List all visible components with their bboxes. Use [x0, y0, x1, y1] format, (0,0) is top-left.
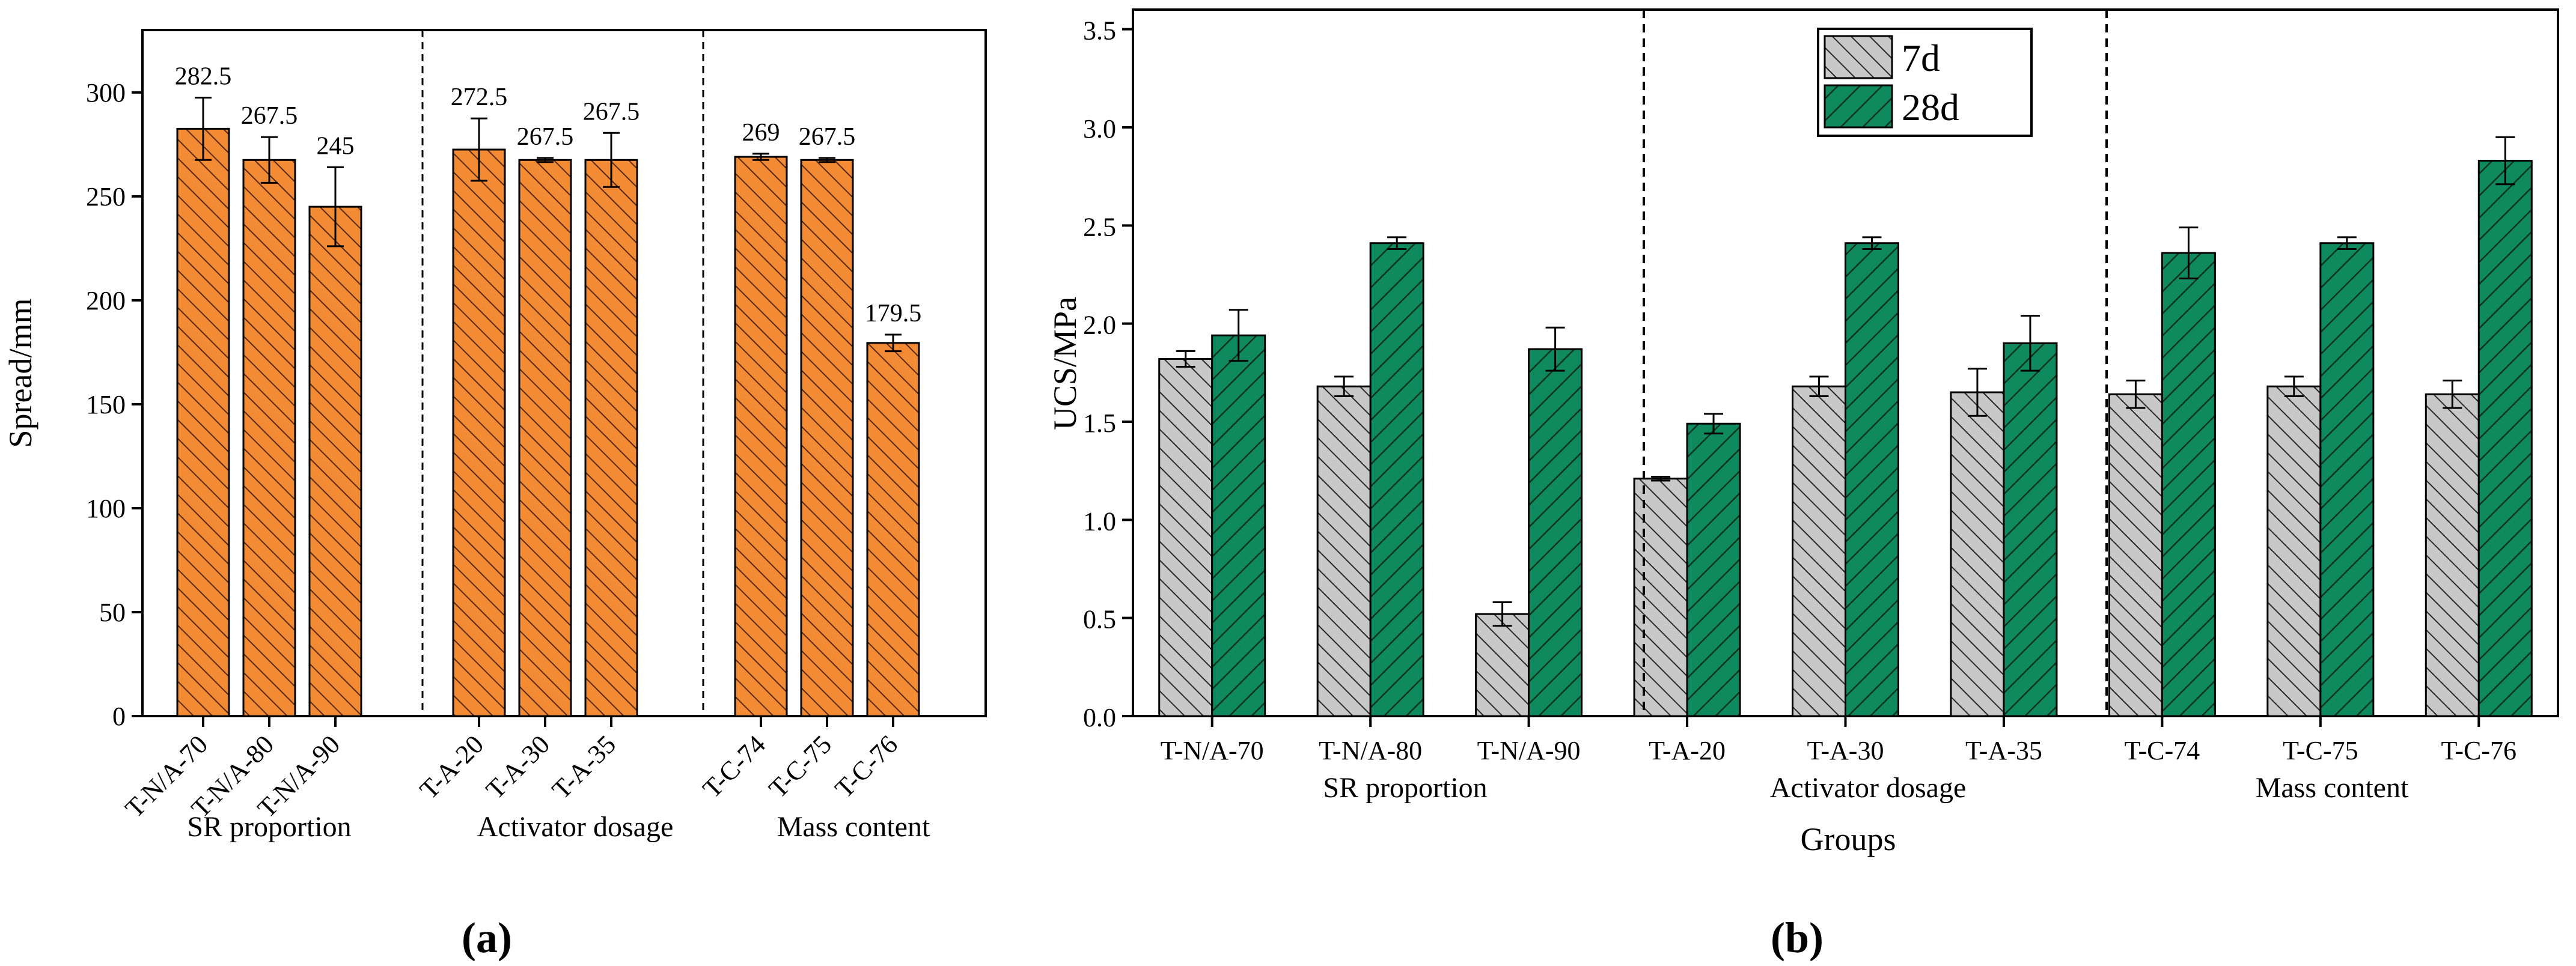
- y-tick-label: 3.0: [1083, 114, 1116, 144]
- panel-a-y-axis: 0 50 100 150 200 250 300: [86, 78, 142, 731]
- x-tick-label: T-A-30: [1807, 736, 1884, 765]
- panel-b-y-axis: 0.0 0.5 1.0 1.5 2.0 2.5 3.0 3.5: [1083, 16, 1133, 732]
- y-tick-label: 1.0: [1083, 506, 1116, 536]
- bar-7d: [2425, 393, 2480, 717]
- panel-b-x-axis-title: Groups: [1801, 821, 1896, 857]
- data-label: 267.5: [517, 123, 574, 151]
- legend: 7d 28d: [1817, 28, 2033, 137]
- panel-b-bars: [1158, 136, 2533, 717]
- bar-28d: [2319, 242, 2375, 717]
- y-tick-label: 0.5: [1083, 605, 1116, 634]
- legend-swatch-28d: [1824, 84, 1893, 129]
- bar: [242, 159, 296, 717]
- x-tick-label: T-A-35: [1965, 736, 2042, 765]
- x-tick-label: T-C-74: [697, 729, 771, 803]
- data-label: 267.5: [583, 98, 640, 126]
- legend-label-28d: 28d: [1902, 86, 1959, 129]
- data-label: 272.5: [451, 84, 508, 111]
- x-tick-label: T-N/A-90: [1477, 736, 1581, 765]
- legend-label-7d: 7d: [1902, 37, 1940, 79]
- panel-a-x-axis: T-N/A-70T-N/A-80T-N/A-90 T-A-20T-A-30T-A-…: [120, 716, 903, 824]
- panel-a-bars: [176, 96, 920, 717]
- x-tick-label: T-N/A-70: [1161, 736, 1264, 765]
- bar-28d: [2161, 252, 2216, 717]
- panel-a-data-labels: 282.5 267.5 245 272.5 267.5 267.5 269 267.5 179.…: [175, 62, 922, 327]
- x-tick-label: T-A-20: [414, 729, 489, 804]
- x-tick-label: T-C-75: [2283, 736, 2358, 765]
- data-label: 269: [742, 119, 780, 147]
- panel-a-y-axis-title: Spread/mm: [2, 299, 38, 448]
- y-tick-label: 150: [86, 390, 126, 419]
- data-label: 245: [317, 132, 355, 160]
- bar-7d: [1158, 357, 1213, 717]
- panel-b-group-label: Mass content: [2256, 772, 2409, 804]
- y-tick-label: 0.0: [1083, 703, 1116, 732]
- x-tick-label: T-C-76: [2441, 736, 2517, 765]
- panel-b-group-label: SR proportion: [1323, 772, 1487, 804]
- y-tick-label: 50: [99, 598, 126, 627]
- data-label: 282.5: [175, 62, 232, 90]
- bar: [176, 127, 230, 717]
- y-tick-label: 0: [112, 702, 126, 731]
- bar-28d: [1845, 242, 1899, 717]
- panel-b-label: (b): [1771, 914, 1824, 962]
- y-tick-label: 3.5: [1083, 16, 1116, 46]
- panel-a-chart: 0 50 100 150 200 250 300 T-N/A-70T-N/A-80T-N/A…: [2, 29, 987, 962]
- bar-7d: [1792, 385, 1846, 717]
- bar-28d: [2477, 160, 2533, 717]
- bar-7d: [1475, 613, 1530, 717]
- bar: [734, 156, 788, 717]
- bar-7d: [1316, 385, 1372, 717]
- panel-b-x-axis: T-N/A-70 T-N/A-80 T-N/A-90 T-A-20 T-A-30 T-A-…: [1161, 716, 2516, 765]
- y-tick-label: 2.5: [1083, 212, 1116, 242]
- y-tick-label: 300: [86, 78, 126, 108]
- bar-7d: [2266, 385, 2322, 717]
- data-label: 267.5: [799, 123, 856, 151]
- panel-b-chart: 0.0 0.5 1.0 1.5 2.0 2.5 3.0 3.5 T-N/A-70 T-N/A-8…: [1047, 8, 2559, 962]
- bar: [584, 159, 638, 717]
- x-tick-label: T-C-74: [2125, 736, 2200, 765]
- bar-7d: [1633, 478, 1688, 717]
- bar-28d: [1686, 422, 1741, 717]
- bar-28d: [1369, 242, 1424, 717]
- bar: [800, 159, 854, 717]
- bar-28d: [1528, 348, 1583, 717]
- bar-7d: [1950, 391, 2005, 717]
- bar-28d: [1211, 334, 1266, 717]
- panel-a-label: (a): [462, 914, 512, 962]
- bar-7d: [2108, 393, 2163, 717]
- panel-a-group-label: Mass content: [777, 811, 930, 843]
- bar: [452, 148, 506, 717]
- y-tick-label: 2.0: [1083, 311, 1116, 340]
- y-tick-label: 200: [86, 286, 126, 315]
- data-label: 179.5: [865, 300, 922, 327]
- panel-b-group-label: Activator dosage: [1770, 772, 1967, 804]
- x-tick-label: T-C-76: [829, 729, 903, 803]
- bar: [308, 205, 362, 717]
- y-tick-label: 100: [86, 494, 126, 523]
- bar: [866, 342, 920, 717]
- x-tick-label: T-A-30: [480, 729, 555, 804]
- x-tick-label: T-A-35: [546, 729, 621, 804]
- x-tick-label: T-C-75: [763, 729, 837, 803]
- bar-28d: [2003, 342, 2058, 717]
- x-tick-label: T-N/A-80: [1319, 736, 1422, 765]
- x-tick-label: T-A-20: [1649, 736, 1726, 765]
- legend-swatch-7d: [1824, 35, 1893, 79]
- panel-a-group-label: SR proportion: [187, 811, 351, 843]
- y-tick-label: 1.5: [1083, 409, 1116, 438]
- data-label: 267.5: [241, 102, 298, 130]
- bar: [518, 159, 572, 717]
- y-tick-label: 250: [86, 182, 126, 211]
- panel-b-y-axis-title: UCS/MPa: [1047, 297, 1083, 430]
- panel-a-group-label: Activator dosage: [477, 811, 674, 843]
